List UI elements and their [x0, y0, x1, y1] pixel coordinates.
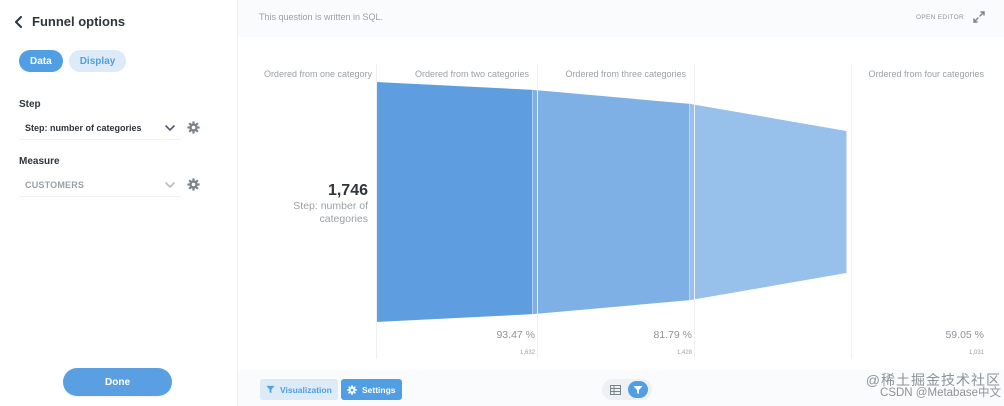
step-header-3: Ordered from three categories — [565, 69, 686, 79]
settings-label: Settings — [362, 384, 396, 395]
top-bar: This question is written in SQL. OPEN ED… — [238, 0, 1004, 36]
step-count-2: 1,632 — [519, 350, 535, 356]
chevron-down-icon — [165, 176, 175, 194]
funnel-svg — [376, 82, 848, 322]
tab-data[interactable]: Data — [19, 50, 63, 72]
footer-bar: Visualization Settings — [238, 370, 1004, 406]
sidebar-title: Funnel options — [32, 14, 126, 29]
funnel-segment-3[interactable] — [690, 103, 847, 301]
step-divider — [537, 64, 538, 359]
step-divider — [694, 64, 695, 359]
step-percent-2: 93.47 % — [496, 329, 535, 341]
gear-icon — [347, 384, 357, 395]
visualization-button[interactable]: Visualization — [260, 379, 338, 400]
table-view-toggle[interactable] — [605, 381, 625, 398]
step-count-4: 1,031 — [968, 350, 984, 356]
step-gear-icon[interactable] — [187, 121, 200, 134]
funnel-first-label: Step: number of categories — [293, 200, 368, 225]
funnel-chart: 1,746 Step: number of categories Ordered… — [238, 37, 1004, 370]
step-percent-3: 81.79 % — [653, 329, 692, 341]
view-toggle — [602, 379, 652, 400]
funnel-first-value: 1,746 — [327, 182, 368, 199]
funnel-segment-1[interactable] — [376, 82, 533, 322]
open-editor-link[interactable]: OPEN EDITOR — [916, 14, 964, 21]
step-count-3: 1,428 — [676, 350, 692, 356]
step-select[interactable]: Step: number of categories — [19, 116, 181, 140]
settings-button[interactable]: Settings — [341, 379, 402, 400]
step-header-2: Ordered from two categories — [414, 69, 529, 79]
measure-select-value: CUSTOMERS — [25, 179, 85, 190]
tab-display[interactable]: Display — [68, 50, 127, 72]
funnel-icon — [266, 385, 275, 394]
measure-select[interactable]: CUSTOMERS — [19, 173, 181, 197]
watermark-line2: CSDN @Metabase中文 — [880, 387, 1001, 399]
main-panel: This question is written in SQL. OPEN ED… — [238, 0, 1004, 406]
expand-icon[interactable] — [973, 11, 985, 23]
step-select-value: Step: number of categories — [25, 122, 142, 133]
sql-note: This question is written in SQL. — [259, 12, 384, 22]
measure-gear-icon[interactable] — [187, 178, 200, 191]
watermark: @稀土掘金技术社区 CSDN @Metabase中文 — [865, 372, 1001, 400]
visualization-label: Visualization — [280, 384, 332, 395]
funnel-segment-2[interactable] — [533, 89, 690, 315]
done-button[interactable]: Done — [63, 368, 172, 396]
step-header-4: Ordered from four categories — [868, 69, 984, 79]
sidebar-tabs: Data Display — [19, 50, 127, 72]
chevron-down-icon — [165, 119, 175, 137]
watermark-line1: @稀土掘金技术社区 — [865, 372, 1001, 388]
step-percent-4: 59.05 % — [945, 329, 984, 341]
measure-label: Measure — [19, 156, 60, 167]
step-divider — [376, 64, 377, 359]
table-icon — [609, 384, 621, 395]
step-header-1: Ordered from one category — [263, 69, 372, 79]
step-divider — [851, 64, 852, 359]
chart-view-toggle[interactable] — [628, 381, 648, 398]
funnel-icon — [633, 385, 643, 394]
back-link[interactable]: Funnel options — [14, 14, 125, 29]
sidebar: Funnel options Data Display Step Step: n… — [0, 0, 238, 406]
chevron-left-icon — [14, 15, 24, 28]
step-label: Step — [19, 99, 41, 110]
